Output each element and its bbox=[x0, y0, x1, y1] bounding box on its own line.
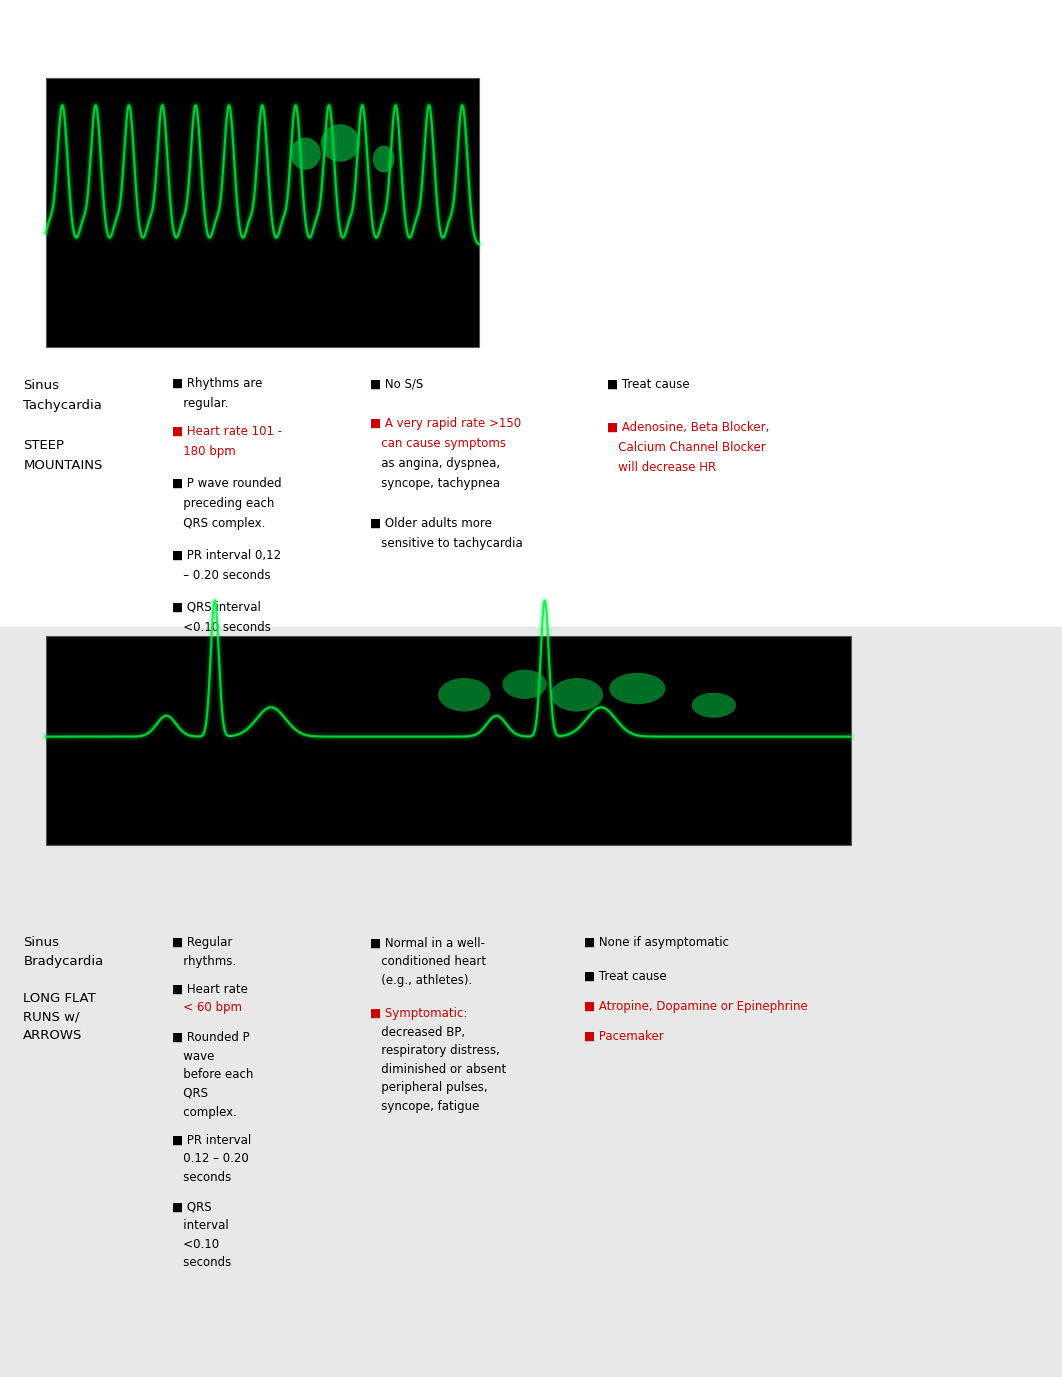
Text: ■ Treat cause: ■ Treat cause bbox=[584, 969, 667, 983]
Text: syncope, fatigue: syncope, fatigue bbox=[370, 1100, 479, 1113]
Text: Sinus: Sinus bbox=[23, 379, 59, 391]
Text: QRS: QRS bbox=[172, 1086, 208, 1100]
Ellipse shape bbox=[321, 124, 360, 161]
Text: decreased BP,: decreased BP, bbox=[370, 1026, 465, 1038]
Text: ■ PR interval: ■ PR interval bbox=[172, 1133, 252, 1147]
Text: .: . bbox=[172, 445, 228, 459]
Text: seconds: seconds bbox=[172, 1170, 232, 1184]
Text: – 0.20 seconds: – 0.20 seconds bbox=[172, 569, 271, 582]
Text: syncope, tachypnea: syncope, tachypnea bbox=[370, 478, 499, 490]
Text: ■ QRS interval: ■ QRS interval bbox=[172, 600, 261, 614]
Text: 0.12 – 0.20: 0.12 – 0.20 bbox=[172, 1153, 249, 1165]
Text: ■ A very rapid rate >150: ■ A very rapid rate >150 bbox=[370, 417, 520, 430]
Ellipse shape bbox=[691, 693, 736, 717]
Text: conditioned heart: conditioned heart bbox=[370, 956, 485, 968]
Text: will decrease HR: will decrease HR bbox=[607, 461, 717, 474]
Text: ■ QRS: ■ QRS bbox=[172, 1201, 211, 1213]
Text: <0.10: <0.10 bbox=[172, 1238, 219, 1250]
Text: Bradycardia: Bradycardia bbox=[23, 956, 104, 968]
Text: regular.: regular. bbox=[172, 397, 228, 410]
Text: Calcium Channel Blocker: Calcium Channel Blocker bbox=[607, 441, 766, 454]
Text: STEEP: STEEP bbox=[23, 438, 65, 452]
Text: LONG FLAT: LONG FLAT bbox=[23, 991, 97, 1005]
Text: complex.: complex. bbox=[172, 1106, 237, 1118]
Text: <0.10 seconds: <0.10 seconds bbox=[172, 621, 271, 633]
Text: before each: before each bbox=[172, 1069, 254, 1081]
Text: RUNS w/: RUNS w/ bbox=[23, 1011, 80, 1023]
Text: ■ Treat cause: ■ Treat cause bbox=[607, 377, 690, 390]
Text: ■ Older adults more: ■ Older adults more bbox=[370, 518, 492, 530]
Text: ■ Rounded P: ■ Rounded P bbox=[172, 1031, 250, 1044]
Bar bbox=[46, 636, 851, 845]
Text: ■ No S/S: ■ No S/S bbox=[370, 377, 423, 390]
Text: sensitive to tachycardia: sensitive to tachycardia bbox=[370, 537, 523, 549]
Text: can cause symptoms: can cause symptoms bbox=[370, 438, 506, 450]
Text: ■ P wave rounded: ■ P wave rounded bbox=[172, 476, 281, 490]
Text: ■ PR interval 0,12: ■ PR interval 0,12 bbox=[172, 549, 281, 562]
Bar bbox=[46, 78, 479, 347]
Text: seconds: seconds bbox=[172, 1256, 232, 1270]
Text: wave: wave bbox=[172, 1049, 215, 1063]
Text: ■ Heart rate 101 -: ■ Heart rate 101 - bbox=[172, 425, 282, 438]
Bar bbox=[0, 627, 1062, 1377]
Text: ■ None if asymptomatic: ■ None if asymptomatic bbox=[584, 936, 730, 949]
Text: ■ Adenosine, Beta Blocker,: ■ Adenosine, Beta Blocker, bbox=[607, 421, 770, 434]
Ellipse shape bbox=[373, 146, 394, 172]
Text: as angina, dyspnea,: as angina, dyspnea, bbox=[370, 457, 500, 470]
Text: peripheral pulses,: peripheral pulses, bbox=[370, 1081, 487, 1095]
Text: .: . bbox=[172, 1001, 228, 1015]
Text: interval: interval bbox=[172, 1219, 228, 1232]
Ellipse shape bbox=[439, 677, 491, 712]
Text: < 60 bpm: < 60 bpm bbox=[172, 1001, 242, 1015]
Text: (e.g., athletes).: (e.g., athletes). bbox=[370, 974, 472, 986]
Text: MOUNTAINS: MOUNTAINS bbox=[23, 459, 103, 471]
Text: respiratory distress,: respiratory distress, bbox=[370, 1044, 499, 1058]
Text: diminished or absent: diminished or absent bbox=[370, 1063, 506, 1075]
Text: Tachycardia: Tachycardia bbox=[23, 399, 102, 412]
Text: ■ Atropine, Dopamine or Epinephrine: ■ Atropine, Dopamine or Epinephrine bbox=[584, 1000, 808, 1012]
Ellipse shape bbox=[610, 673, 666, 704]
Text: ■ Symptomatic:: ■ Symptomatic: bbox=[370, 1007, 467, 1020]
Text: ARROWS: ARROWS bbox=[23, 1030, 83, 1042]
Text: ■ Heart rate: ■ Heart rate bbox=[172, 983, 247, 996]
Ellipse shape bbox=[502, 669, 547, 700]
Text: Sinus: Sinus bbox=[23, 936, 59, 949]
Text: ■ Rhythms are: ■ Rhythms are bbox=[172, 377, 262, 390]
Text: ■ Regular: ■ Regular bbox=[172, 936, 233, 949]
Ellipse shape bbox=[291, 138, 321, 169]
Text: 180 bpm: 180 bpm bbox=[172, 445, 236, 459]
Text: rhythms.: rhythms. bbox=[172, 956, 236, 968]
Text: preceding each: preceding each bbox=[172, 497, 274, 509]
Text: ■ Pacemaker: ■ Pacemaker bbox=[584, 1030, 664, 1042]
Text: QRS complex.: QRS complex. bbox=[172, 516, 266, 530]
Text: ■ Normal in a well-: ■ Normal in a well- bbox=[370, 936, 484, 949]
Ellipse shape bbox=[551, 677, 603, 712]
